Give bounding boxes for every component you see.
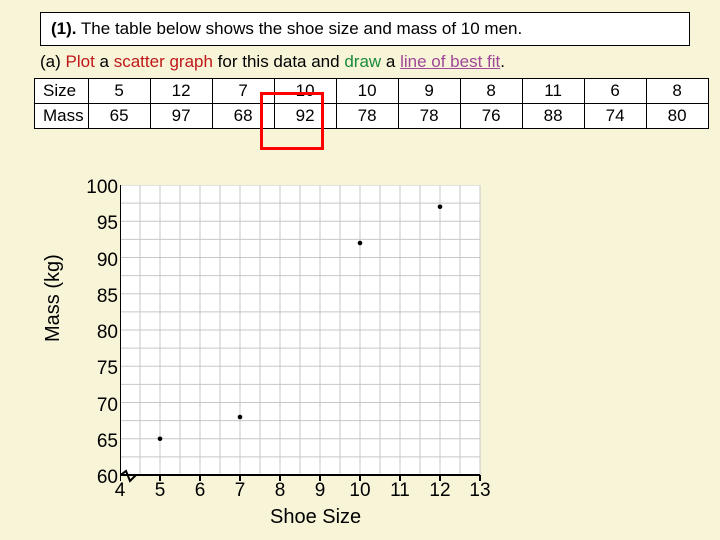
x-tick: 4 — [105, 480, 135, 502]
x-tick: 7 — [225, 480, 255, 502]
cell: 9 — [398, 79, 460, 104]
x-tick: 9 — [305, 480, 335, 502]
highlight-box — [260, 92, 324, 150]
cell: 6 — [584, 79, 646, 104]
instr-suffix: . — [500, 52, 505, 71]
y-tick: 75 — [78, 358, 118, 380]
x-tick: 5 — [145, 480, 175, 502]
x-tick: 10 — [345, 480, 375, 502]
cell: 8 — [646, 79, 708, 104]
cell: 80 — [646, 104, 708, 129]
cell: 5 — [88, 79, 150, 104]
instruction-line: (a) Plot a scatter graph for this data a… — [40, 52, 690, 72]
cell: 88 — [522, 104, 584, 129]
cell: 65 — [88, 104, 150, 129]
table-row: Size 5 12 7 10 10 9 8 11 6 8 — [35, 79, 709, 104]
instr-scatter: scatter graph — [114, 52, 213, 71]
x-tick: 11 — [385, 480, 415, 502]
row-label-size: Size — [35, 79, 89, 104]
scatter-chart: Mass (kg) Shoe Size 6065707580859095100 … — [50, 180, 590, 530]
question-box: (1). The table below shows the shoe size… — [40, 12, 690, 46]
cell: 76 — [460, 104, 522, 129]
x-tick: 12 — [425, 480, 455, 502]
y-tick: 100 — [78, 177, 118, 199]
instr-mid1: a — [95, 52, 114, 71]
question-text: The table below shows the shoe size and … — [81, 19, 522, 38]
y-tick: 95 — [78, 213, 118, 235]
cell: 8 — [460, 79, 522, 104]
y-tick: 85 — [78, 286, 118, 308]
instr-prefix: (a) — [40, 52, 61, 71]
instr-mid3: a — [381, 52, 400, 71]
y-tick: 65 — [78, 431, 118, 453]
cell: 78 — [336, 104, 398, 129]
x-axis-label: Shoe Size — [270, 506, 361, 529]
cell: 97 — [150, 104, 212, 129]
y-tick: 70 — [78, 395, 118, 417]
data-table: Size 5 12 7 10 10 9 8 11 6 8 Mass 65 97 … — [34, 78, 709, 129]
table-row: Mass 65 97 68 92 78 78 76 88 74 80 — [35, 104, 709, 129]
instr-mid2: for this data and — [213, 52, 344, 71]
cell: 74 — [584, 104, 646, 129]
x-tick: 13 — [465, 480, 495, 502]
row-label-mass: Mass — [35, 104, 89, 129]
cell: 12 — [150, 79, 212, 104]
instr-plot: Plot — [66, 52, 95, 71]
cell: 11 — [522, 79, 584, 104]
cell: 78 — [398, 104, 460, 129]
cell: 10 — [336, 79, 398, 104]
y-tick: 90 — [78, 250, 118, 272]
question-number: (1). — [51, 19, 77, 38]
x-tick: 6 — [185, 480, 215, 502]
instr-line: line of best fit — [400, 52, 500, 71]
y-axis-label: Mass (kg) — [42, 254, 65, 342]
plot-svg — [120, 185, 530, 485]
y-tick: 80 — [78, 322, 118, 344]
instr-draw: draw — [344, 52, 381, 71]
x-tick: 8 — [265, 480, 295, 502]
